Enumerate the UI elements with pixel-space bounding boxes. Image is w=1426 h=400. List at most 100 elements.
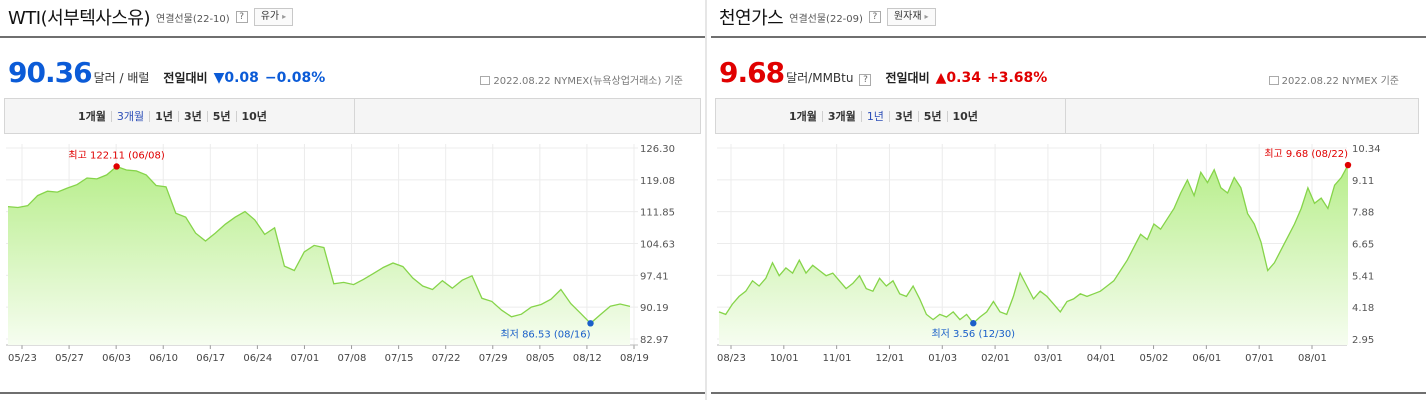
y-tick-label: 82.97 [640,335,669,346]
x-tick-label: 05/02 [1140,353,1169,364]
wti-related-button[interactable]: 유가 ▸ [253,8,294,26]
wti-date-note: 2022.08.22 NYMEX(뉴욕상업거래소) 기준 [480,72,683,87]
y-tick-label: 97.41 [640,271,669,282]
series-area [8,166,630,345]
gas-price: 9.68 [719,56,785,89]
low-point-marker [970,320,977,327]
tab-3y[interactable]: 3년 [888,110,918,122]
top-rule [0,36,705,38]
wti-change-value: 0.08 [224,70,259,86]
y-tick-label: 104.63 [640,240,675,251]
series-line [7,165,631,325]
wti-chart: 126.30 119.08 111.85 104.63 97.41 90.19 82.97 0… [6,144,675,364]
gas-price-row: 9.68 달러/MMBtu ? 전일대비 ▲0.34 +3.68% [719,56,1047,89]
help-icon[interactable]: ? [235,11,248,23]
wti-unit: 달러 / 배럴 [93,71,150,85]
low-point-marker [587,320,594,327]
gas-subtitle: 연결선물(22-09) [789,13,863,25]
gas-date-note: 2022.08.22 NYMEX 기준 [1268,72,1399,87]
gas-related-label: 원자재 [893,11,922,22]
wti-title[interactable]: WTI(서부텍사스유) [8,8,151,29]
x-tick-label: 06/17 [196,353,225,364]
x-tick-label: 08/19 [620,353,649,364]
x-tick-label: 04/01 [1087,353,1116,364]
x-tick-label: 06/24 [243,353,272,364]
down-triangle-icon: ▼ [213,70,225,86]
y-tick-label: 5.41 [1352,271,1374,282]
gas-date-text: 2022.08.22 NYMEX 기준 [1281,76,1399,87]
high-point-marker [113,163,120,170]
series-area [719,165,1348,345]
up-triangle-icon: ▲ [935,70,947,86]
tab-5y[interactable]: 5년 [206,110,236,122]
tab-10y[interactable]: 10년 [946,110,983,122]
x-tick-label: 06/10 [149,353,178,364]
x-tick-label: 08/05 [526,353,555,364]
gas-change-pct: +3.68% [986,70,1048,86]
tab-10y[interactable]: 10년 [235,110,272,122]
wti-change: ▼0.08 [214,70,259,86]
calendar-icon [1268,76,1279,85]
tab-cell [5,99,355,133]
x-tick-label: 07/22 [432,353,461,364]
y-tick-label: 126.30 [640,144,675,155]
tab-3m[interactable]: 3개월 [110,110,149,122]
high-point-label: 최고 9.68 (08/22) [1264,148,1348,160]
x-tick-label: 03/01 [1034,353,1063,364]
x-tick-label: 08/12 [573,353,602,364]
y-tick-label: 90.19 [640,303,669,314]
y-tick-label: 4.18 [1352,303,1374,314]
x-tick-label: 11/01 [823,353,852,364]
high-point-label: 최고 122.11 (06/08) [68,149,164,161]
tab-3m[interactable]: 3개월 [821,110,861,122]
x-tick-label: 05/23 [8,353,37,364]
wti-panel: WTI(서부텍사스유) 연결선물(22-10) ? 유가 ▸ 90.36 달러 /… [0,0,705,400]
gas-title-row: 천연가스 연결선물(22-09) ? 원자재 ▸ [719,4,936,30]
y-tick-label: 10.34 [1352,144,1381,155]
x-tick-label: 12/01 [875,353,904,364]
x-tick-label: 08/01 [1298,353,1327,364]
gas-chart: 10.34 9.11 7.88 6.65 5.41 4.18 2.95 08/23 10/01 1… [717,144,1381,364]
gas-tab-list: 1개월 3개월 1년 3년 5년 10년 [784,99,983,133]
y-tick-label: 119.08 [640,176,675,187]
x-tick-label: 06/03 [102,353,131,364]
wti-price-row: 90.36 달러 / 배럴 전일대비 ▼0.08 −0.08% [8,56,325,89]
x-tick-label: 07/29 [479,353,508,364]
y-tick-label: 2.95 [1352,335,1374,346]
wti-period-tabs: 1개월 3개월 1년 3년 5년 10년 [4,98,701,134]
low-point-label: 최저 3.56 (12/30) [931,328,1015,340]
panel-divider [705,0,707,400]
x-tick-label: 07/01 [1245,353,1274,364]
gas-unit: 달러/MMBtu [786,71,854,85]
y-tick-label: 7.88 [1352,208,1374,219]
wti-subtitle: 연결선물(22-10) [156,13,230,25]
wti-title-row: WTI(서부텍사스유) 연결선물(22-10) ? 유가 ▸ [8,4,294,30]
wti-related-label: 유가 [260,11,280,22]
wti-compare-label: 전일대비 [163,71,208,85]
help-icon[interactable]: ? [859,74,872,86]
x-tick-label: 02/01 [981,353,1010,364]
y-tick-label: 6.65 [1352,240,1374,251]
help-icon[interactable]: ? [868,11,881,23]
gas-title[interactable]: 천연가스 [719,8,784,29]
wti-change-pct: −0.08% [264,70,326,86]
tab-1y[interactable]: 1년 [860,110,889,122]
low-point-label: 최저 86.53 (08/16) [500,328,590,340]
wti-date-text: 2022.08.22 NYMEX(뉴욕상업거래소) 기준 [493,76,683,87]
x-tick-label: 07/01 [290,353,319,364]
bottom-rule [0,392,705,394]
tab-5y[interactable]: 5년 [917,110,947,122]
x-tick-label: 01/03 [928,353,957,364]
x-tick-label: 07/08 [338,353,367,364]
tab-3y[interactable]: 3년 [177,110,207,122]
calendar-icon [480,76,491,85]
tab-1m[interactable]: 1개월 [789,109,817,123]
wti-tab-list: 1개월 3개월 1년 3년 5년 10년 [73,99,272,133]
tab-1m[interactable]: 1개월 [78,109,106,123]
y-tick-label: 111.85 [640,208,675,219]
x-tick-label: 08/23 [717,353,746,364]
tab-1y[interactable]: 1년 [149,110,178,122]
x-tick-label: 05/27 [55,353,84,364]
x-tick-label: 07/15 [385,353,414,364]
gas-related-button[interactable]: 원자재 ▸ [886,8,936,26]
